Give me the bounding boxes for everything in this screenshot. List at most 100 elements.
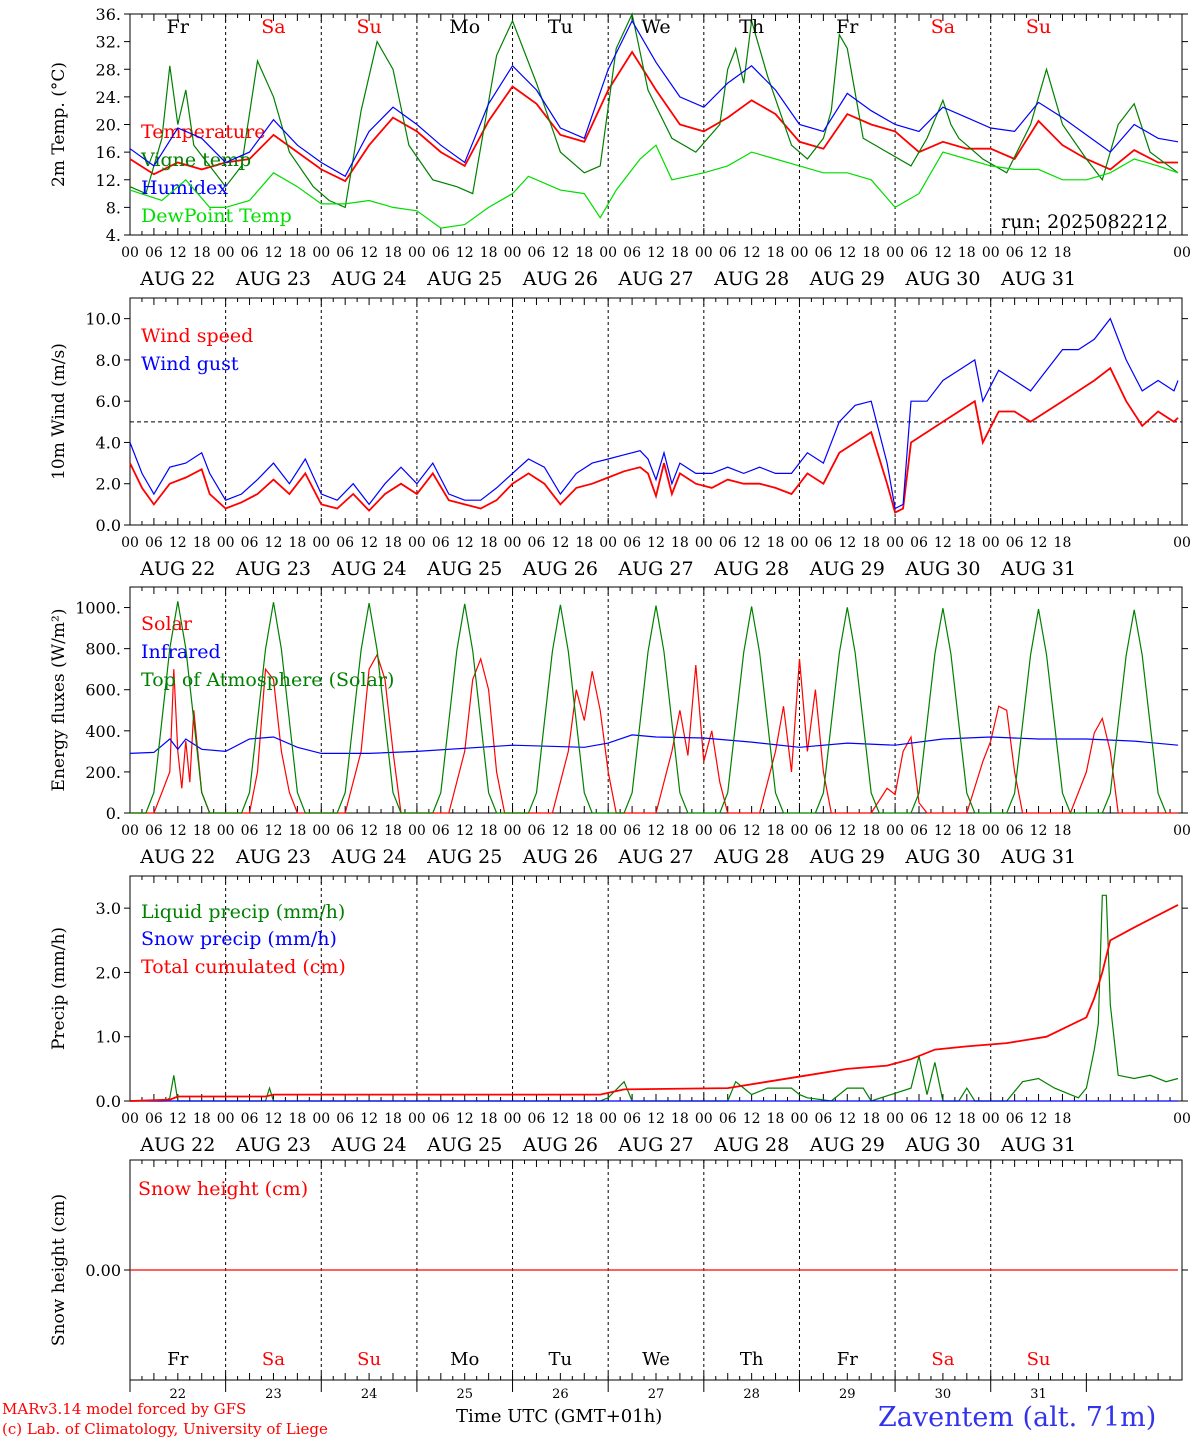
panel-3-hour-label-end: 00 [1173, 1111, 1191, 1127]
panel-0-hour-label: 18 [193, 245, 211, 261]
panel-2-hour-label: 18 [288, 823, 306, 839]
panel-2-y-tick-label: 200. [85, 763, 121, 782]
legend-humidex: Humidex [141, 177, 228, 199]
legend-liquid-precip-mm-h-: Liquid precip (mm/h) [141, 901, 345, 923]
panel-1-hour-label: 12 [265, 535, 283, 551]
day-name-top: Fr [836, 16, 859, 38]
panel-3-hour-label: 18 [1054, 1111, 1072, 1127]
panel-2-hour-label: 18 [193, 823, 211, 839]
panel-1-hour-label: 00 [791, 535, 809, 551]
panel-2-hour-label: 06 [910, 823, 928, 839]
panel-1-hour-label: 18 [384, 535, 402, 551]
panel-1-hour-label: 18 [1054, 535, 1072, 551]
panel-1-date-label: AUG 25 [426, 558, 502, 580]
panel-1-hour-label: 12 [934, 535, 952, 551]
panel-3-date-label: AUG 29 [809, 1134, 885, 1156]
panel-0-hour-label: 12 [360, 245, 378, 261]
series-line-vigne-temp [129, 12, 1179, 209]
panel-1-hour-label: 00 [599, 535, 617, 551]
panel-3-hour-label: 00 [312, 1111, 330, 1127]
panel-0-hour-label: 06 [528, 245, 546, 261]
legend-wind-speed: Wind speed [141, 325, 253, 347]
series-line-humidex [129, 19, 1179, 178]
day-name-top: Fr [167, 16, 190, 38]
panel-3-hour-label: 00 [217, 1111, 235, 1127]
panel-1-hour-label: 12 [456, 535, 474, 551]
panel-1-hour-label: 06 [814, 535, 832, 551]
day-name-bottom: Th [740, 1349, 764, 1370]
panel-0-hour-label: 12 [551, 245, 569, 261]
footer-lab: (c) Lab. of Climatology, University of L… [2, 1420, 328, 1438]
panel-0-hour-label-end: 00 [1173, 245, 1191, 261]
panel-1-date-label: AUG 27 [617, 558, 693, 580]
panel-1-hour-label: 18 [480, 535, 498, 551]
panel-0-hour-label: 00 [312, 245, 330, 261]
panel-3-hour-label: 12 [743, 1111, 761, 1127]
series-line-total-cumulated-cm- [129, 904, 1179, 1102]
panel-1-date-label: AUG 22 [139, 558, 215, 580]
series-line-wind-gust [129, 317, 1179, 510]
panel-3-hour-label: 18 [671, 1111, 689, 1127]
panel-0-hour-label: 12 [1030, 245, 1048, 261]
panel-3-hour-label: 06 [432, 1111, 450, 1127]
panel-1-y-tick-label: 6.0 [96, 392, 121, 411]
panel-3-hour-label: 00 [504, 1111, 522, 1127]
day-name-bottom: Sa [262, 1349, 285, 1370]
panel-1-date-label: AUG 23 [235, 558, 311, 580]
day-number-bottom: 23 [265, 1387, 282, 1402]
panel-3-y-axis-label: Precip (mm/h) [49, 927, 69, 1050]
panel-0-y-axis-label: 2m Temp. (°C) [49, 62, 69, 187]
panel-3-hour-label: 18 [575, 1111, 593, 1127]
panel-2-hour-label: 18 [480, 823, 498, 839]
panel-1-y-axis-label: 10m Wind (m/s) [49, 343, 69, 480]
panel-3-hour-label: 18 [862, 1111, 880, 1127]
panel-1-hour-label: 12 [1030, 535, 1048, 551]
panel-0-date-label: AUG 30 [904, 268, 980, 290]
panel-3-date-label: AUG 26 [522, 1134, 598, 1156]
legend-total-cumulated-cm-: Total cumulated (cm) [141, 956, 346, 978]
panel-2-y-tick-label: 0. [106, 804, 121, 823]
panel-0-hour-label: 12 [456, 245, 474, 261]
panel-1-hour-label: 00 [121, 535, 139, 551]
panel-1-hour-label: 00 [312, 535, 330, 551]
panel-2-hour-label: 06 [623, 823, 641, 839]
panel-3-date-label: AUG 30 [904, 1134, 980, 1156]
panel-0-hour-label: 18 [671, 245, 689, 261]
panel-3-hour-label: 06 [910, 1111, 928, 1127]
panel-0-hour-label: 06 [241, 245, 259, 261]
panel-1-hour-label: 18 [862, 535, 880, 551]
panel-3-hour-label: 18 [384, 1111, 402, 1127]
panel-1-hour-label: 06 [145, 535, 163, 551]
panel-2-hour-label: 18 [767, 823, 785, 839]
panel-3-hour-label: 12 [1030, 1111, 1048, 1127]
day-name-bottom: Su [1027, 1349, 1051, 1370]
panel-2-hour-label: 00 [217, 823, 235, 839]
panel-0-date-label: AUG 25 [426, 268, 502, 290]
panel-1-y-tick-label: 2.0 [96, 475, 121, 494]
panel-2-hour-label: 12 [265, 823, 283, 839]
panel-2-hour-label: 18 [384, 823, 402, 839]
panel-1-date-label: AUG 30 [904, 558, 980, 580]
panel-3-date-label: AUG 27 [617, 1134, 693, 1156]
day-number-bottom: 24 [361, 1387, 378, 1402]
panel-0-hour-label: 18 [862, 245, 880, 261]
day-name-bottom: Su [357, 1349, 381, 1370]
panel-1-y-tick-label: 0.0 [96, 516, 121, 535]
panel-2-hour-label: 06 [432, 823, 450, 839]
panel-3-hour-label: 06 [528, 1111, 546, 1127]
panel-2-date-label: AUG 26 [522, 846, 598, 868]
panel-2-y-axis-label: Energy fluxes (W/m²) [49, 609, 69, 792]
panel-4-y-axis-label: Snow height (cm) [49, 1194, 69, 1346]
panel-1-hour-label: 18 [288, 535, 306, 551]
panel-0-y-tick-label: 4. [106, 226, 121, 245]
panel-3-hour-label: 00 [599, 1111, 617, 1127]
panel-3-y-tick-label: 3.0 [96, 899, 121, 918]
day-number-bottom: 27 [648, 1387, 665, 1402]
day-name-bottom: We [642, 1349, 670, 1370]
panel-3-y-tick-label: 1.0 [96, 1028, 121, 1047]
panel-0-hour-label: 06 [814, 245, 832, 261]
day-number-bottom: 30 [935, 1387, 952, 1402]
panel-1-date-label: AUG 24 [331, 558, 407, 580]
panel-1-date-label: AUG 26 [522, 558, 598, 580]
panel-3-hour-label: 12 [265, 1111, 283, 1127]
